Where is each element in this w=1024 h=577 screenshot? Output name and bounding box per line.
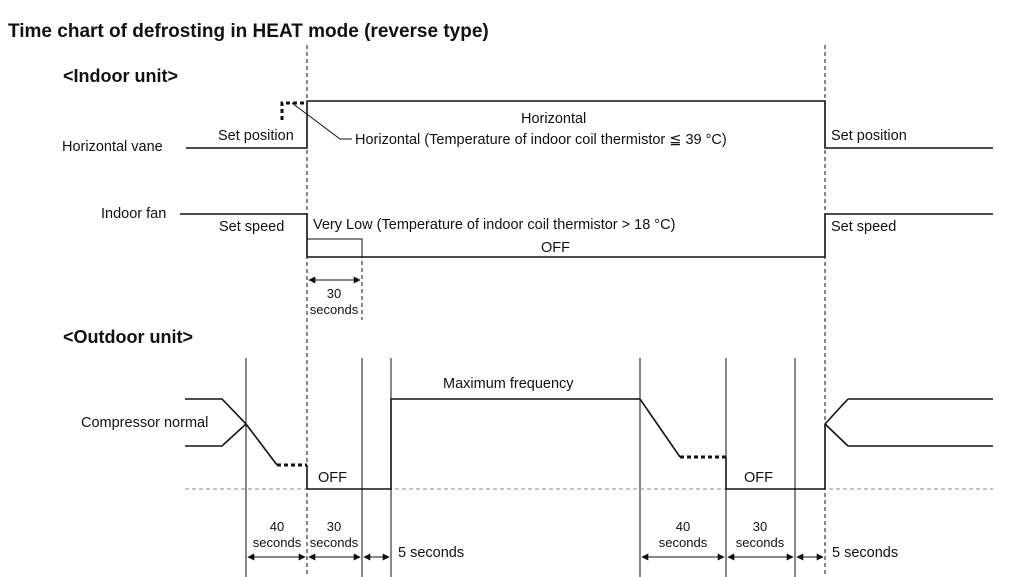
interval-dimensions: 40 seconds 30 seconds 5 seconds 40 secon…	[247, 519, 898, 561]
max-frequency-label: Maximum frequency	[443, 376, 574, 392]
fan-delay-unit: seconds	[310, 302, 359, 317]
fan-very-low-note: Very Low (Temperature of indoor coil the…	[313, 217, 675, 233]
chart-title: Time chart of defrosting in HEAT mode (r…	[8, 21, 489, 42]
compressor-timeline: Compressor normal Maximum frequency OFF …	[81, 376, 993, 490]
horizontal-vane-timeline: Horizontal vane Set position Horizontal …	[62, 100, 993, 155]
interval-1-unit: seconds	[253, 535, 302, 550]
horizontal-vane-label: Horizontal vane	[62, 139, 163, 155]
interval-2-value: 30	[327, 519, 341, 534]
fan-set-speed-left: Set speed	[219, 219, 284, 235]
fan-off-label: OFF	[541, 240, 570, 256]
vane-horizontal-label: Horizontal	[521, 111, 586, 127]
interval-5-value: 30	[753, 519, 767, 534]
indoor-fan-timeline: Indoor fan Set speed Very Low (Temperatu…	[101, 206, 993, 317]
vane-set-position-right: Set position	[831, 128, 907, 144]
compressor-off-left: OFF	[318, 470, 347, 486]
interval-3-unit: 5 seconds	[398, 545, 464, 561]
interval-4-unit: seconds	[659, 535, 708, 550]
vane-set-position-left: Set position	[218, 128, 294, 144]
interval-2-unit: seconds	[310, 535, 359, 550]
fan-set-speed-right: Set speed	[831, 219, 896, 235]
interval-1-value: 40	[270, 519, 284, 534]
compressor-label: Compressor normal	[81, 415, 208, 431]
interval-5-unit: seconds	[736, 535, 785, 550]
fan-delay-value: 30	[327, 286, 341, 301]
outdoor-unit-heading: <Outdoor unit>	[63, 327, 193, 347]
interval-4-value: 40	[676, 519, 690, 534]
indoor-fan-label: Indoor fan	[101, 206, 166, 222]
interval-6-unit: 5 seconds	[832, 545, 898, 561]
vane-horizontal-note: Horizontal (Temperature of indoor coil t…	[355, 132, 727, 148]
compressor-off-right: OFF	[744, 470, 773, 486]
indoor-unit-heading: <Indoor unit>	[63, 66, 178, 86]
